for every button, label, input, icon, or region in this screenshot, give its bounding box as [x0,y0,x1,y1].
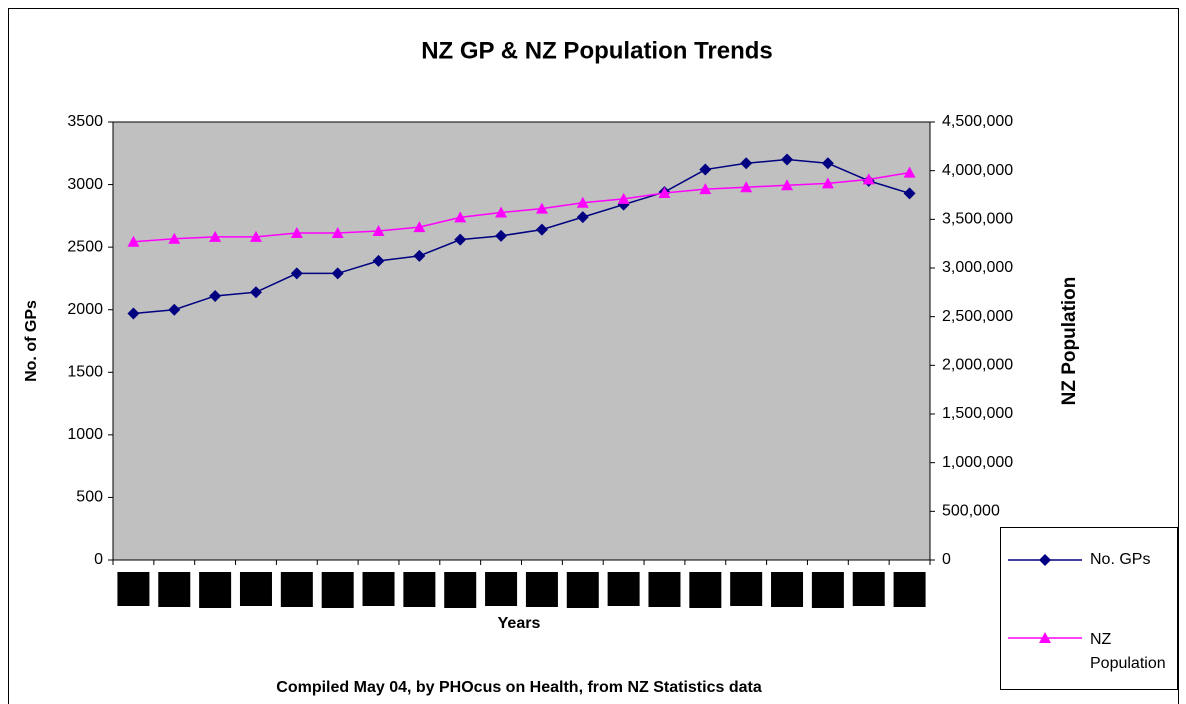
x-axis-label: Years [498,615,541,632]
diamond-marker [209,289,222,302]
x-tick-label-block [321,572,354,608]
y2-tick-label: 1,500,000 [942,405,1013,422]
y2-tick-label: 3,500,000 [942,211,1013,228]
y2-tick-label: 500,000 [942,503,1000,520]
triangle-marker [862,173,875,185]
diamond-marker [495,229,508,242]
triangle-marker [699,183,712,195]
y2-tick-label: 2,000,000 [942,357,1013,374]
diamond-marker [413,249,426,262]
x-tick-label-block [648,572,681,607]
series-line [133,171,910,243]
triangle-marker [168,232,181,244]
triangle-marker [903,166,916,178]
chart-title: NZ GP & NZ Population Trends [421,37,773,64]
diamond-marker [740,157,753,170]
x-tick-label-block [689,572,722,608]
x-tick-label-block [893,572,926,607]
y-axis-label: No. of GPs [23,300,40,382]
diamond-marker [1039,554,1051,566]
diamond-marker [127,307,140,320]
legend-label: No. GPs [1090,551,1151,568]
x-tick-label-block [771,572,804,607]
y-tick-label: 1000 [67,426,103,443]
triangle-marker [1039,632,1051,643]
triangle-marker [658,187,671,199]
triangle-marker [372,225,385,237]
x-tick-label-block [811,572,844,608]
triangle-marker [821,177,834,189]
legend-box [1000,527,1178,690]
y-tick-label: 3500 [67,113,103,130]
diamond-marker [372,254,385,267]
diamond-marker [535,223,548,236]
triangle-marker [413,221,426,233]
x-tick-label-block [607,572,640,606]
triangle-marker [740,181,753,193]
series-line [133,158,910,315]
diamond-marker [331,267,344,280]
triangle-marker [127,235,140,247]
diamond-marker [168,303,181,316]
x-tick-label-block [485,572,518,606]
y-tick-label: 2500 [67,238,103,255]
x-tick-label-block [403,572,436,607]
diamond-marker [576,211,589,224]
diamond-marker [249,286,262,299]
triangle-marker [249,230,262,242]
triangle-marker [617,192,630,204]
diamond-marker [454,233,467,246]
x-tick-label-block [199,572,232,608]
x-tick-label-block [525,572,558,607]
triangle-marker [290,226,303,238]
y2-tick-label: 1,000,000 [942,454,1013,471]
y2-tick-label: 3,000,000 [942,259,1013,276]
x-tick-label-block [444,572,477,608]
y-tick-label: 2000 [67,301,103,318]
x-tick-label-block [158,572,191,607]
y2-tick-label: 2,500,000 [942,308,1013,325]
triangle-marker [209,230,222,242]
diamond-marker [699,163,712,176]
x-tick-label-block [280,572,313,607]
diamond-marker [781,153,794,166]
y2-tick-label: 4,500,000 [942,113,1013,130]
y-tick-label: 0 [94,551,103,568]
y-tick-label: 1500 [67,364,103,381]
legend-label: NZ Population [1090,631,1166,672]
x-tick-label-block [362,572,395,606]
x-tick-label-block [239,572,272,606]
footnote: Compiled May 04, by PHOcus on Health, fr… [276,679,762,696]
x-tick-label-block [117,572,150,606]
triangle-marker [495,206,508,218]
y2-tick-label: 4,000,000 [942,162,1013,179]
x-tick-label-block [852,572,885,606]
diamond-marker [821,157,834,170]
triangle-marker [331,226,344,238]
y-tick-label: 3000 [67,176,103,193]
y-tick-label: 500 [76,489,103,506]
triangle-marker [576,196,589,208]
plot-area [112,121,931,561]
diamond-marker [290,267,303,280]
y2-tick-label: 0 [942,551,951,568]
triangle-marker [454,211,467,223]
triangle-marker [535,202,548,214]
triangle-marker [781,179,794,191]
y2-axis-label: NZ Population [1059,277,1080,406]
x-tick-label-block [730,572,763,606]
diamond-marker [903,187,916,200]
x-tick-label-block [566,572,599,608]
